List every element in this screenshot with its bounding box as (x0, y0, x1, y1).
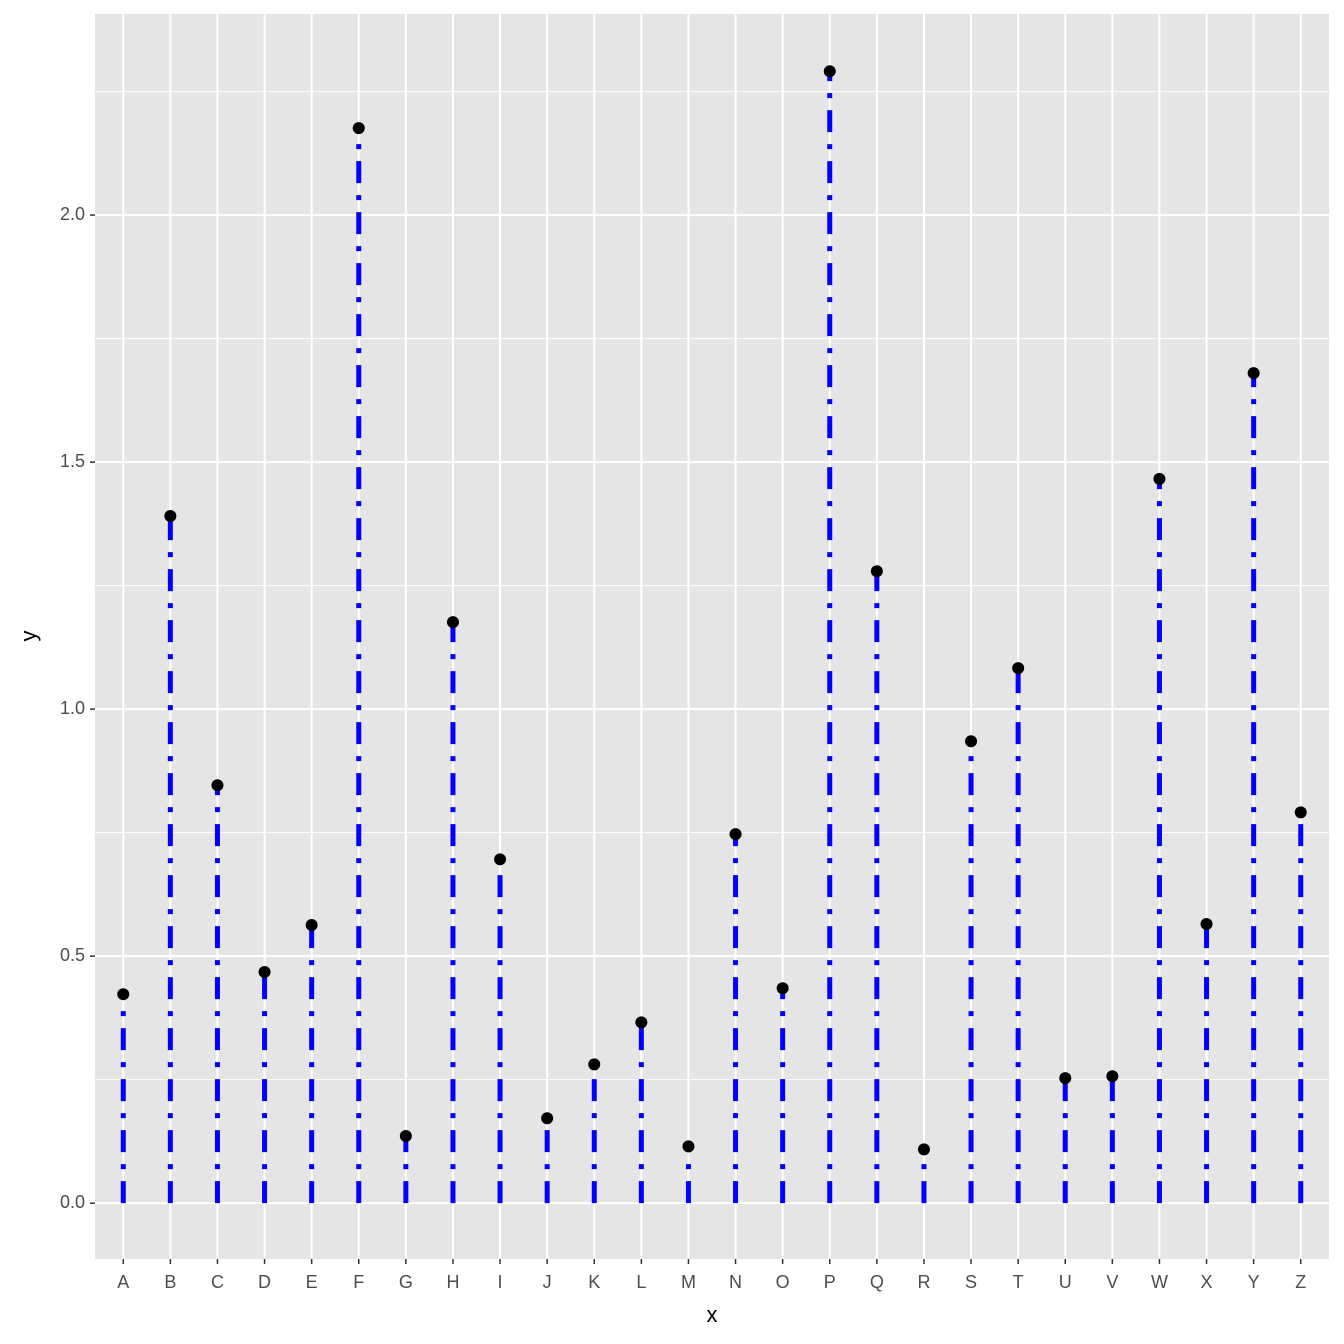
x-tick-label: F (353, 1272, 364, 1292)
panel (95, 14, 1329, 1259)
y-axis-title: y (16, 631, 41, 642)
point (1106, 1070, 1119, 1083)
point (211, 779, 224, 792)
x-tick-label: A (117, 1272, 129, 1292)
point (635, 1016, 648, 1029)
point (965, 735, 978, 748)
point (1012, 662, 1025, 675)
x-tick-label: Z (1295, 1272, 1306, 1292)
point (729, 828, 742, 841)
x-tick-label: H (446, 1272, 459, 1292)
y-tick-label: 0.0 (60, 1192, 85, 1212)
x-tick-label: K (588, 1272, 600, 1292)
x-tick-label: V (1106, 1272, 1118, 1292)
x-tick-label: E (306, 1272, 318, 1292)
point (776, 982, 789, 995)
point (446, 616, 459, 629)
x-tick-label: N (729, 1272, 742, 1292)
point (1294, 806, 1307, 819)
point (588, 1058, 601, 1071)
x-tick-label: D (258, 1272, 271, 1292)
x-axis-title: x (707, 1302, 718, 1327)
x-tick-label: I (498, 1272, 503, 1292)
y-tick-label: 2.0 (60, 204, 85, 224)
point (399, 1129, 412, 1142)
x-tick-label: L (636, 1272, 646, 1292)
point (352, 122, 365, 135)
point (917, 1143, 930, 1156)
point (682, 1140, 695, 1153)
y-tick-label: 1.5 (60, 451, 85, 471)
point (823, 65, 836, 78)
y-tick-label: 1.0 (60, 698, 85, 718)
point (1059, 1072, 1072, 1085)
x-tick-label: W (1151, 1272, 1168, 1292)
x-tick-label: M (681, 1272, 696, 1292)
point (494, 853, 507, 866)
x-tick-label: R (917, 1272, 930, 1292)
point (1200, 918, 1213, 931)
point (117, 988, 130, 1001)
x-tick-label: S (965, 1272, 977, 1292)
x-tick-label: C (211, 1272, 224, 1292)
point (870, 565, 883, 578)
point (1247, 367, 1260, 380)
y-tick-label: 0.5 (60, 945, 85, 965)
marks (117, 65, 1307, 1204)
point (541, 1112, 554, 1125)
point (164, 509, 177, 522)
x-tick-label: G (399, 1272, 413, 1292)
x-tick-label: B (164, 1272, 176, 1292)
x-tick-label: O (776, 1272, 790, 1292)
x-tick-label: U (1059, 1272, 1072, 1292)
x-tick-label: T (1013, 1272, 1024, 1292)
x-tick-label: J (543, 1272, 552, 1292)
x-tick-label: Q (870, 1272, 884, 1292)
x-tick-label: P (824, 1272, 836, 1292)
point (1153, 472, 1166, 485)
x-tick-label: X (1201, 1272, 1213, 1292)
point (305, 919, 318, 932)
point (258, 965, 271, 978)
x-tick-label: Y (1248, 1272, 1260, 1292)
